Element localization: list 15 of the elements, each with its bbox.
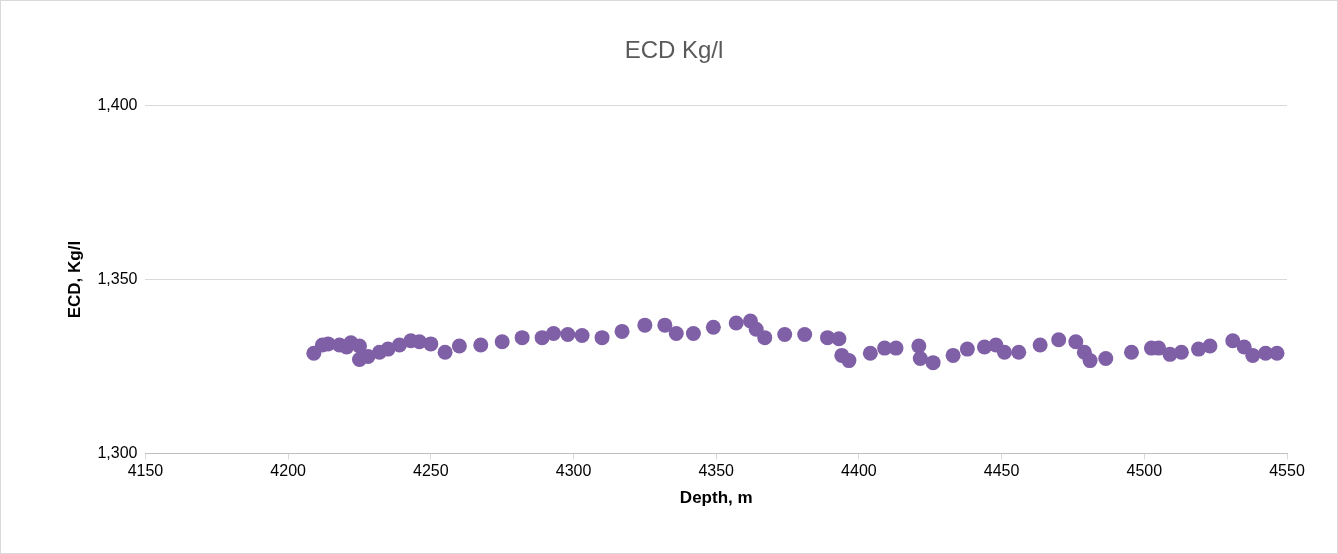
x-tick-label: 4350 [698,462,735,480]
x-tick-label: 4300 [555,462,592,480]
x-tick-label: 4550 [1269,462,1305,480]
chart-title: ECD Kg/l [624,36,724,64]
x-tick-label: 4500 [1126,462,1163,480]
x-tick-label: 4450 [983,462,1020,480]
y-axis-title: ECD, Kg/l [64,240,84,319]
y-tick-label: 1,350 [97,270,138,288]
y-tick-label: 1,400 [97,96,138,114]
x-tick-label: 4200 [270,462,307,480]
x-tick-label: 4250 [413,462,449,480]
x-tick-label: 4400 [841,462,877,480]
x-tick-label: 4150 [127,462,164,480]
x-axis-title: Depth, m [679,488,753,508]
y-tick-label: 1,300 [97,443,138,461]
